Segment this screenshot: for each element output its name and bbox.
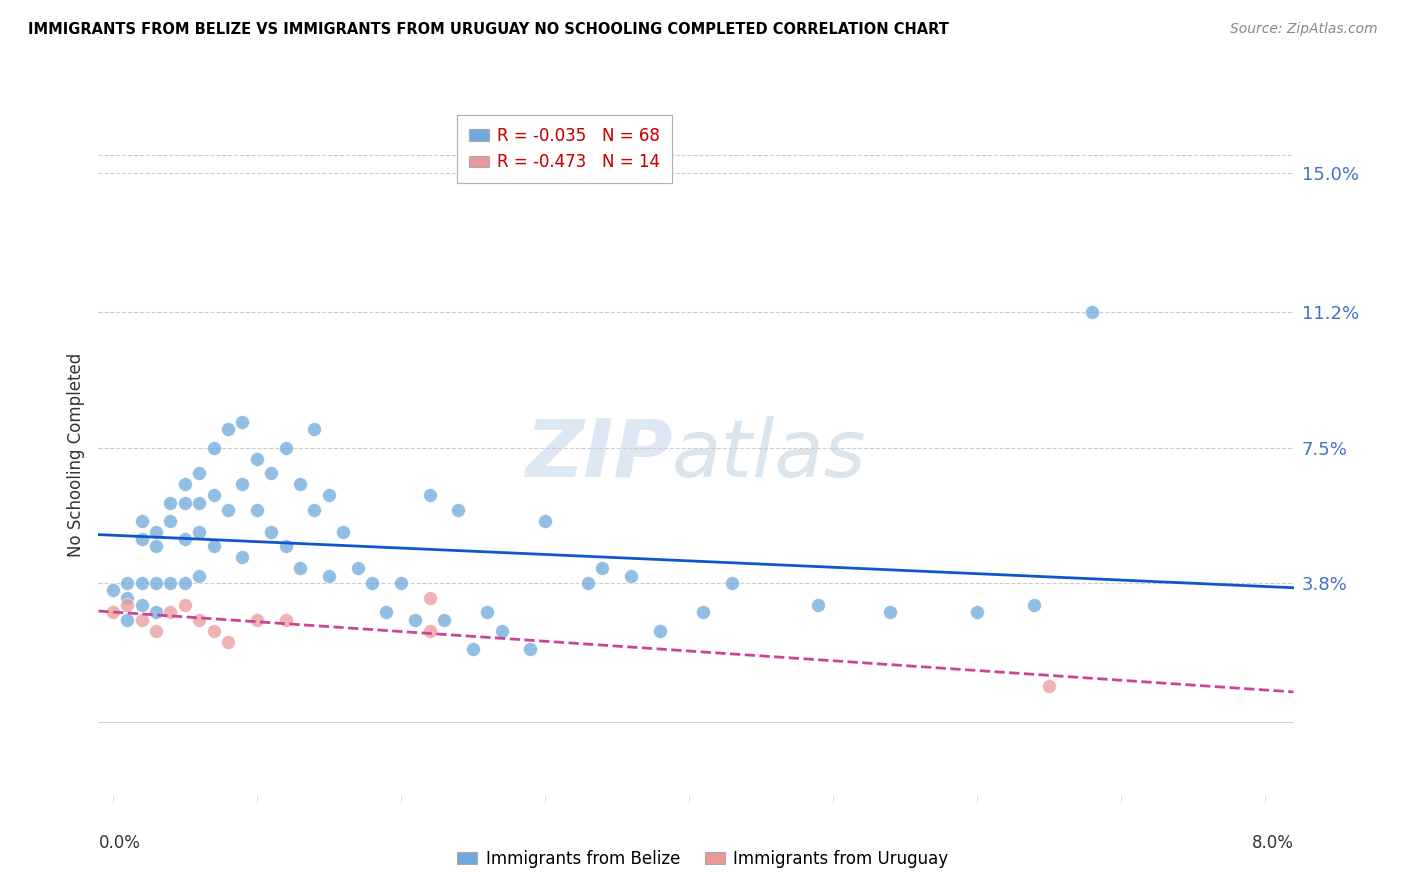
Point: [318, 488, 340, 502]
Text: atlas: atlas: [672, 416, 868, 494]
Point: [477, 606, 499, 620]
Text: ZIP: ZIP: [524, 416, 672, 494]
Point: [231, 415, 253, 429]
Point: [1038, 679, 1060, 693]
Point: [115, 613, 138, 627]
Point: [231, 477, 253, 491]
Point: [332, 524, 354, 539]
Point: [274, 441, 297, 455]
Point: [101, 606, 124, 620]
Point: [145, 540, 167, 554]
Point: [188, 524, 211, 539]
Text: 0.0%: 0.0%: [98, 834, 141, 852]
Point: [692, 606, 714, 620]
Point: [159, 495, 181, 509]
Point: [304, 503, 326, 517]
Point: [274, 613, 297, 627]
Point: [361, 576, 384, 591]
Legend: Immigrants from Belize, Immigrants from Uruguay: Immigrants from Belize, Immigrants from …: [451, 844, 955, 875]
Point: [533, 514, 555, 528]
Point: [217, 503, 239, 517]
Point: [648, 624, 671, 638]
Point: [419, 624, 441, 638]
Point: [246, 451, 269, 466]
Point: [231, 550, 253, 565]
Point: [145, 606, 167, 620]
Text: Source: ZipAtlas.com: Source: ZipAtlas.com: [1230, 22, 1378, 37]
Point: [346, 561, 368, 575]
Point: [115, 591, 138, 605]
Point: [159, 606, 181, 620]
Point: [519, 642, 541, 657]
Text: 8.0%: 8.0%: [1251, 834, 1294, 852]
Point: [576, 576, 599, 591]
Point: [419, 488, 441, 502]
Y-axis label: No Schooling Completed: No Schooling Completed: [66, 353, 84, 557]
Point: [217, 422, 239, 436]
Point: [404, 613, 426, 627]
Point: [318, 568, 340, 582]
Point: [433, 613, 456, 627]
Point: [461, 642, 484, 657]
Point: [173, 576, 195, 591]
Point: [1081, 305, 1104, 319]
Point: [173, 598, 195, 612]
Legend: R = -0.035   N = 68, R = -0.473   N = 14: R = -0.035 N = 68, R = -0.473 N = 14: [457, 115, 672, 183]
Point: [188, 613, 211, 627]
Point: [807, 598, 830, 612]
Point: [202, 540, 225, 554]
Point: [288, 561, 311, 575]
Point: [260, 524, 283, 539]
Point: [246, 613, 269, 627]
Point: [288, 477, 311, 491]
Point: [115, 576, 138, 591]
Point: [131, 613, 153, 627]
Point: [721, 576, 744, 591]
Point: [173, 532, 195, 546]
Point: [173, 495, 195, 509]
Point: [188, 568, 211, 582]
Point: [246, 503, 269, 517]
Point: [1024, 598, 1046, 612]
Point: [491, 624, 513, 638]
Point: [101, 583, 124, 598]
Point: [131, 532, 153, 546]
Point: [217, 634, 239, 648]
Point: [879, 606, 901, 620]
Point: [188, 467, 211, 481]
Point: [966, 606, 988, 620]
Point: [145, 524, 167, 539]
Point: [131, 598, 153, 612]
Point: [419, 591, 441, 605]
Point: [202, 624, 225, 638]
Point: [202, 441, 225, 455]
Point: [188, 495, 211, 509]
Point: [260, 467, 283, 481]
Text: IMMIGRANTS FROM BELIZE VS IMMIGRANTS FROM URUGUAY NO SCHOOLING COMPLETED CORRELA: IMMIGRANTS FROM BELIZE VS IMMIGRANTS FRO…: [28, 22, 949, 37]
Point: [389, 576, 412, 591]
Point: [145, 624, 167, 638]
Point: [115, 598, 138, 612]
Point: [447, 503, 470, 517]
Point: [591, 561, 613, 575]
Point: [159, 514, 181, 528]
Point: [202, 488, 225, 502]
Point: [145, 576, 167, 591]
Point: [131, 514, 153, 528]
Point: [159, 576, 181, 591]
Point: [375, 606, 398, 620]
Point: [304, 422, 326, 436]
Point: [131, 576, 153, 591]
Point: [620, 568, 643, 582]
Point: [274, 540, 297, 554]
Point: [173, 477, 195, 491]
